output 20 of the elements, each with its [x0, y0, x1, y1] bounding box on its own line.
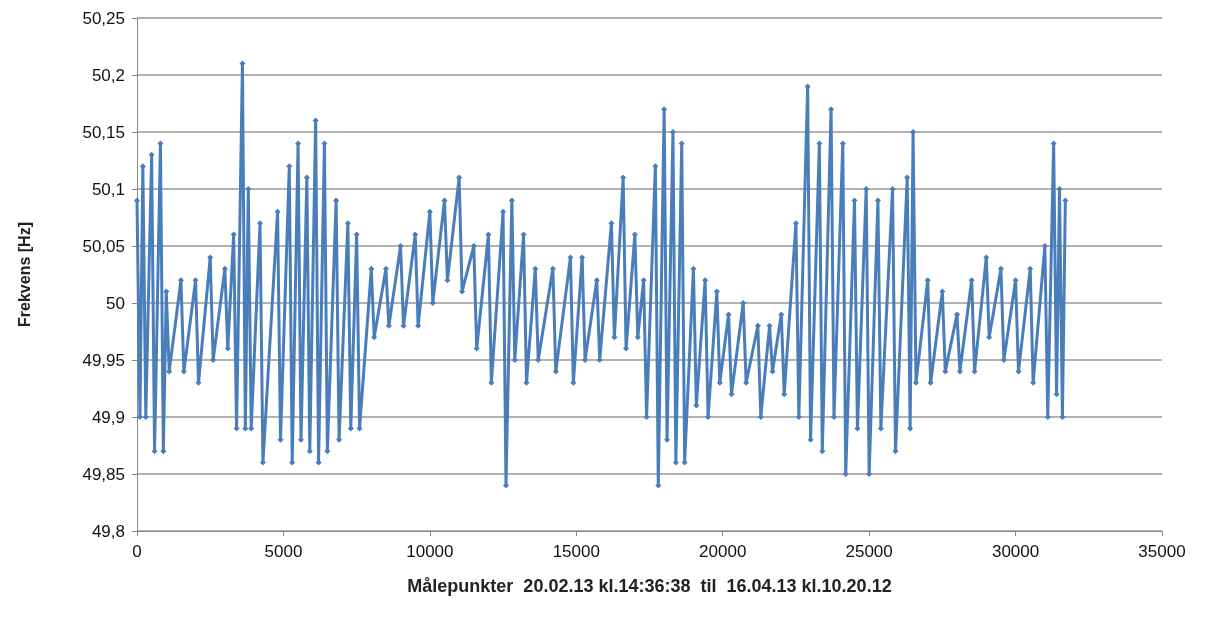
y-tick-label: 49,95: [82, 350, 125, 370]
y-tick-label: 50: [106, 293, 125, 313]
x-axis-title: Målepunkter 20.02.13 kl.14:36:38 til 16.04.13 kl.10.20.12: [407, 576, 892, 596]
x-tick-label: 35000: [1138, 542, 1186, 561]
x-tick-label: 5000: [264, 542, 303, 561]
y-tick-label: 49,85: [82, 464, 125, 484]
y-tick-label: 49,9: [91, 407, 125, 427]
y-tick-label: 50,1: [91, 179, 125, 199]
x-tick-label: 20000: [699, 542, 747, 561]
y-tick-label: 50,15: [82, 122, 125, 142]
x-tick-label: 15000: [552, 542, 600, 561]
y-tick-label: 50,05: [82, 236, 125, 256]
y-tick-label: 50,25: [82, 8, 125, 28]
x-tick-label: 30000: [991, 542, 1040, 561]
x-tick-label: 10000: [406, 542, 454, 561]
y-axis-title: Frekvens [Hz]: [15, 222, 33, 327]
y-tick-label: 50,2: [91, 65, 125, 85]
x-tick-label: 25000: [845, 542, 893, 561]
x-tick-label: 0: [132, 542, 142, 561]
y-tick-label: 49,8: [91, 521, 125, 541]
